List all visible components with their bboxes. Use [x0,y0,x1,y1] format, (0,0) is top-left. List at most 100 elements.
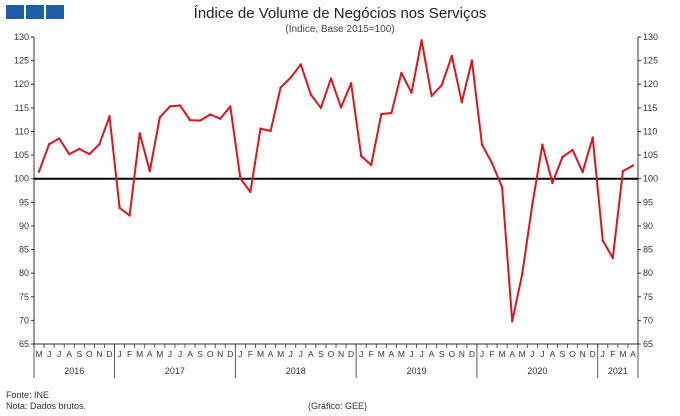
x-month-label: A [429,349,435,359]
data-point [470,59,474,62]
chart-subtitle: (Índice, Base 2015=100) [285,24,395,35]
data-point [460,100,464,104]
y-tick-label-left: 70 [19,315,29,325]
data-point [339,106,343,109]
x-month-label: J [359,349,363,359]
x-month-label: S [76,349,82,359]
x-month-label: A [66,349,72,359]
data-point [611,256,615,260]
data-point [380,112,383,116]
y-tick-label-right: 70 [643,315,653,325]
data-point [57,137,61,140]
chart-credit: (Gráfico: GEE) [308,401,368,411]
x-month-label: M [378,349,385,359]
data-point [329,77,333,80]
x-month-label: A [308,349,314,359]
x-month-label: S [560,349,566,359]
x-month-label: N [459,349,465,359]
x-month-label: F [127,349,132,359]
data-point [128,214,131,217]
x-month-label: J [480,349,484,359]
x-month-label: D [590,349,596,359]
data-point [521,272,524,276]
data-point [390,111,393,115]
logo-block [46,5,64,19]
x-month-label: J [540,349,544,359]
x-year-label: 2017 [165,366,185,376]
y-tick-label-left: 130 [14,32,29,42]
source-note: Fonte: INE [6,390,50,400]
data-point [561,155,564,159]
y-tick-label-left: 65 [19,339,29,349]
x-month-label: A [550,349,556,359]
data-point [168,105,172,108]
data-point [400,71,403,75]
y-tick-label-right: 95 [643,197,653,207]
data-point [349,82,353,85]
data-point [269,129,272,133]
x-month-label: N [338,349,344,359]
data-point [78,147,81,151]
data-point [219,117,222,120]
x-month-label: M [156,349,163,359]
x-month-label: J [419,349,423,359]
y-tick-label-left: 90 [19,221,29,231]
x-month-label: J [530,349,534,359]
y-tick-label-right: 75 [643,292,653,302]
x-month-label: F [489,349,494,359]
x-month-label: M [257,349,264,359]
y-tick-label-right: 105 [643,150,658,160]
x-month-label: J [601,349,605,359]
logo-block [6,5,24,19]
x-month-label: S [439,349,445,359]
y-tick-label-right: 115 [643,103,657,113]
y-tick-label-left: 80 [19,268,29,278]
y-tick-label-right: 120 [643,79,658,89]
y-tick-label-left: 120 [14,79,29,89]
data-point [581,170,584,174]
x-month-label: A [268,349,274,359]
x-month-label: N [580,349,586,359]
x-year-label: 2018 [286,366,306,376]
x-month-label: J [47,349,51,359]
logo [6,5,64,19]
x-month-label: D [469,349,475,359]
x-month-label: D [227,349,233,359]
x-month-label: J [299,349,303,359]
x-month-label: J [409,349,413,359]
x-year-label: 2021 [608,366,628,376]
data-point [279,86,282,89]
x-month-label: M [136,349,143,359]
data-point [591,136,594,139]
y-tick-label-right: 80 [643,268,653,278]
x-month-label: M [35,349,42,359]
data-point [571,148,574,152]
data-point [198,119,202,122]
x-month-label: S [318,349,324,359]
x-month-label: D [106,349,112,359]
data-point [631,164,635,167]
data-point [229,105,232,108]
y-tick-label-left: 115 [15,103,29,113]
data-point [289,76,292,79]
y-tick-label-right: 90 [643,221,653,231]
x-month-label: A [389,349,395,359]
y-tick-label-right: 100 [643,174,658,184]
x-month-label: O [569,349,576,359]
data-point [450,54,453,58]
data-point [500,185,504,189]
y-tick-label-right: 125 [643,56,658,66]
data-point [239,177,242,180]
x-month-label: S [197,349,203,359]
y-tick-label-left: 95 [19,197,29,207]
data-note: Nota: Dados brutos. [6,401,87,411]
y-tick-label-left: 105 [14,150,29,160]
y-tick-label-left: 100 [14,174,29,184]
data-point [621,169,625,173]
data-point [259,127,262,130]
x-month-label: O [86,349,93,359]
x-month-label: J [238,349,242,359]
logo-block [26,5,44,19]
x-month-label: O [448,349,455,359]
data-point [601,239,604,242]
